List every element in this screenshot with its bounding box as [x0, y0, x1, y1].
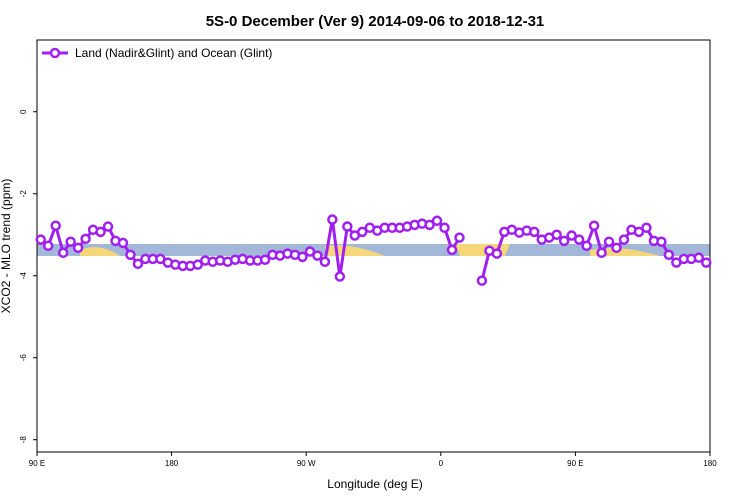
- point: [312, 250, 323, 261]
- legend-marker: [49, 47, 61, 59]
- point: [476, 275, 488, 286]
- point: [297, 251, 308, 263]
- point: [72, 242, 84, 254]
- y-axis-label: XCO2 - MLO trend (ppm): [0, 179, 13, 314]
- point: [424, 219, 435, 231]
- y-tick-label: -8: [19, 436, 28, 444]
- chart-title: 5S-0 December (Ver 9) 2014-09-06 to 2018…: [206, 13, 545, 30]
- point: [701, 257, 712, 268]
- x-tick-label: 180: [703, 459, 717, 468]
- point: [551, 229, 562, 240]
- y-tick-label: -2: [19, 190, 28, 198]
- x-axis-label: Longitude (deg E): [327, 477, 422, 491]
- y-tick-label: 0: [19, 109, 28, 114]
- point: [319, 256, 331, 268]
- point: [80, 233, 91, 245]
- point: [334, 271, 346, 282]
- point: [641, 222, 652, 234]
- point: [558, 235, 570, 247]
- point: [573, 234, 585, 245]
- point: [125, 249, 136, 261]
- y-tick-label: -6: [19, 354, 28, 362]
- point: [192, 259, 204, 270]
- point: [618, 234, 630, 245]
- point: [581, 240, 592, 252]
- point: [566, 230, 577, 241]
- point: [117, 237, 129, 249]
- point: [35, 234, 46, 245]
- point: [633, 226, 645, 238]
- point: [529, 226, 540, 238]
- point: [693, 252, 705, 263]
- point: [102, 221, 114, 232]
- point: [304, 246, 316, 257]
- x-tick-label: 180: [165, 459, 179, 468]
- point: [588, 220, 600, 231]
- point: [656, 236, 667, 247]
- ocean-strip: [37, 244, 710, 256]
- point: [132, 258, 144, 270]
- point: [491, 248, 503, 259]
- point: [454, 232, 465, 243]
- point: [357, 226, 368, 238]
- x-tick-label: 90 E: [29, 459, 45, 468]
- point: [65, 236, 76, 247]
- point: [57, 247, 69, 259]
- point: [596, 247, 607, 259]
- y-tick-label: -4: [19, 272, 28, 280]
- point: [603, 236, 615, 247]
- point: [439, 222, 450, 234]
- x-tick-label: 0: [439, 459, 444, 468]
- legend-label: Land (Nadir&Glint) and Ocean (Glint): [75, 46, 272, 60]
- point: [446, 244, 458, 256]
- point: [663, 249, 675, 261]
- point: [95, 226, 106, 238]
- point: [342, 221, 353, 232]
- point: [611, 242, 622, 254]
- point: [327, 214, 338, 225]
- point: [42, 240, 54, 252]
- point: [431, 215, 443, 227]
- point: [259, 254, 271, 265]
- point: [50, 220, 61, 231]
- x-tick-label: 90 W: [297, 459, 316, 468]
- x-tick-label: 90 E: [567, 459, 583, 468]
- plot-frame: [36, 39, 711, 453]
